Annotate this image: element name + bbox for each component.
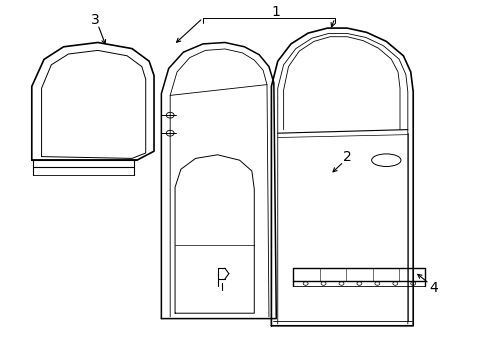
Text: 3: 3 [91,13,100,27]
Text: 4: 4 [428,281,437,295]
Text: 2: 2 [342,150,351,163]
Text: 1: 1 [271,5,280,18]
